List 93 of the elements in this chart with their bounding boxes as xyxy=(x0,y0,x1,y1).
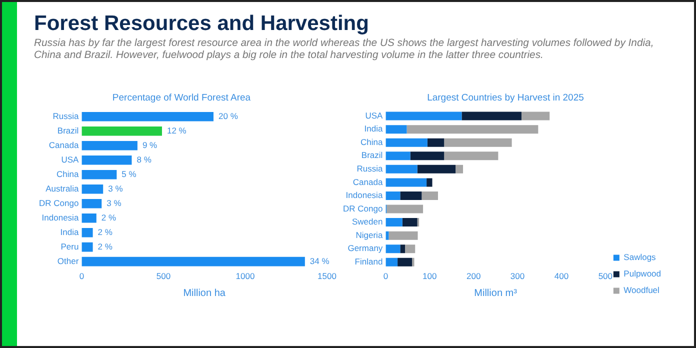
y-tick-label: Germany xyxy=(348,243,384,254)
y-tick-label: Canada xyxy=(352,176,383,187)
y-tick-label: Russia xyxy=(52,110,79,121)
y-tick-label: China xyxy=(56,168,79,179)
bar xyxy=(388,231,418,240)
y-tick-label: Brazil xyxy=(361,150,383,160)
bar xyxy=(82,184,104,194)
annotation: 2 % xyxy=(98,241,113,252)
y-tick-label: Nigeria xyxy=(356,230,383,240)
bar xyxy=(406,125,538,134)
y-tick-label: Peru xyxy=(60,241,79,252)
bar xyxy=(82,256,305,266)
x-axis-title: Million ha xyxy=(183,288,226,299)
y-tick-label: Sweden xyxy=(352,216,383,227)
chart-title: Largest Countries by Harvest in 2025 xyxy=(427,92,584,104)
bar xyxy=(444,138,512,147)
bar xyxy=(422,191,438,200)
bar xyxy=(400,191,422,200)
bar xyxy=(386,138,428,147)
annotation: 20 % xyxy=(218,110,238,121)
y-tick-label: Brazil xyxy=(57,125,79,136)
bar xyxy=(82,140,138,150)
x-tick-label: 400 xyxy=(554,271,569,282)
bar xyxy=(386,244,400,254)
bar xyxy=(462,112,522,120)
bar xyxy=(417,164,456,174)
bar xyxy=(456,164,464,174)
y-tick-label: India xyxy=(60,226,79,237)
bar xyxy=(82,170,117,180)
annotation: 34 % xyxy=(310,256,330,266)
bar xyxy=(400,244,406,254)
chart-title: Percentage of World Forest Area xyxy=(112,92,252,104)
y-tick-label: China xyxy=(360,136,383,147)
x-tick-label: 0 xyxy=(79,271,84,282)
y-tick-label: DR Congo xyxy=(39,198,79,208)
bar xyxy=(386,218,402,227)
x-tick-label: 500 xyxy=(598,271,613,282)
y-tick-label: Indonesia xyxy=(346,190,383,200)
y-tick-label: USA xyxy=(365,110,384,120)
annotation: 3 % xyxy=(106,198,122,208)
y-tick-label: Finland xyxy=(354,256,383,266)
y-tick-label: USA xyxy=(61,154,80,164)
bar xyxy=(386,191,400,200)
y-tick-label: Australia xyxy=(46,183,79,194)
annotation: 5 % xyxy=(122,168,137,179)
x-tick-label: 100 xyxy=(422,271,437,282)
bar xyxy=(386,152,410,160)
y-tick-label: Russia xyxy=(356,164,383,174)
text: Russia has by far the largest forest resource area in the world whereas the US shows the largest harvesting volumes followed by India, China and Brazil. However, fuelwood plays a big role in the total harvesting volume in the latter three countries. xyxy=(34,38,654,62)
bar xyxy=(410,152,444,160)
bar xyxy=(386,125,407,134)
bar xyxy=(82,198,102,208)
bar xyxy=(82,213,96,223)
annotation: 9 % xyxy=(142,140,158,150)
bar xyxy=(405,244,416,254)
legend-label: Pulpwood xyxy=(624,268,662,279)
bar xyxy=(402,218,418,227)
x-tick-label: 200 xyxy=(466,271,481,282)
y-tick-label: DR Congo xyxy=(343,203,383,214)
bar xyxy=(82,228,93,238)
x-tick-label: 1000 xyxy=(236,271,255,282)
x-tick-label: 500 xyxy=(156,271,171,282)
annotation: 12 % xyxy=(166,125,187,136)
bar xyxy=(521,112,550,120)
bar xyxy=(426,178,432,187)
bar xyxy=(386,178,427,187)
text: Forest Resources and Harvesting xyxy=(34,12,370,36)
y-tick-label: Canada xyxy=(48,140,79,150)
annotation: 2 % xyxy=(98,226,113,237)
x-tick-label: 300 xyxy=(510,271,525,282)
annotation: 2 % xyxy=(101,212,116,222)
x-tick-label: 1500 xyxy=(318,271,337,282)
y-tick-label: Indonesia xyxy=(42,212,79,222)
bar xyxy=(386,231,389,240)
x-tick-label: 0 xyxy=(383,271,388,282)
bar xyxy=(444,152,498,160)
bar xyxy=(386,164,418,174)
bar xyxy=(386,204,424,214)
bar xyxy=(82,112,214,122)
bar xyxy=(386,112,462,120)
legend-label: Sawlogs xyxy=(624,252,656,262)
bar xyxy=(82,126,162,136)
bar xyxy=(398,258,412,266)
y-tick-label: Other xyxy=(57,256,79,266)
bar xyxy=(82,155,132,165)
bar xyxy=(386,258,398,266)
bar xyxy=(427,138,444,147)
bar xyxy=(82,242,93,252)
annotation: 8 % xyxy=(136,154,152,164)
x-axis-title: Million m³ xyxy=(474,288,518,299)
annotation: 3 % xyxy=(108,183,124,194)
y-tick-label: India xyxy=(364,124,383,134)
legend-label: Woodfuel xyxy=(624,285,660,296)
